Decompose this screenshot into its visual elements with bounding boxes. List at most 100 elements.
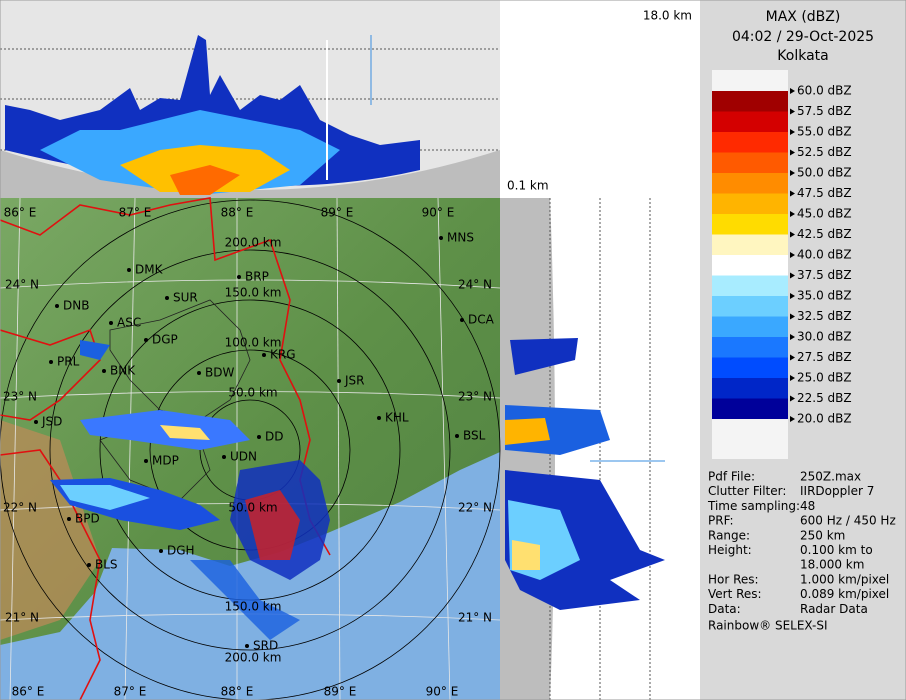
city-label: BRP [245, 270, 269, 284]
lon-label: 89° E [321, 206, 354, 220]
city-label: DMK [135, 263, 164, 277]
city-label: BLS [95, 558, 118, 572]
legend-marker [790, 149, 795, 156]
city-dot [439, 236, 443, 240]
city-label: MDP [152, 454, 179, 468]
city-dot [237, 275, 241, 279]
lon-label: 90° E [426, 685, 459, 699]
legend-marker [790, 313, 795, 320]
city-dot [257, 435, 261, 439]
info-label: Time sampling: [707, 499, 800, 513]
city-dot [222, 455, 226, 459]
info-value: 0.100 km to [800, 543, 873, 557]
city-dot [262, 353, 266, 357]
city-dot [159, 549, 163, 553]
info-label: Range: [708, 528, 750, 542]
info-value: 0.089 km/pixel [800, 587, 889, 601]
legend-label: 45.0 dBZ [797, 207, 852, 221]
info-value: 1.000 km/pixel [800, 572, 889, 586]
city-dot [377, 416, 381, 420]
legend-label: 57.5 dBZ [797, 104, 852, 118]
city-dot [337, 379, 341, 383]
city-dot [144, 459, 148, 463]
map [0, 197, 501, 700]
legend-marker [790, 293, 795, 299]
info-value: 48 [800, 499, 815, 513]
echoes [50, 340, 330, 640]
city-dot [197, 371, 201, 375]
info-label: PRF: [708, 514, 734, 528]
city-dot [109, 321, 113, 325]
city-label: BPD [75, 512, 100, 526]
legend-bottom [712, 419, 788, 459]
legend-swatch [712, 337, 788, 358]
legend-marker [790, 252, 795, 258]
legend-swatch [712, 357, 788, 378]
legend-marker [790, 231, 795, 238]
legend-label: 20.0 dBZ [797, 412, 852, 426]
city-label: DCA [468, 313, 495, 327]
site-name: Kolkata [777, 48, 828, 64]
info-value: 600 Hz / 450 Hz [800, 514, 896, 528]
city-dot [127, 268, 131, 272]
legend-label: 42.5 dBZ [797, 227, 852, 241]
info-label: Hor Res: [708, 572, 759, 586]
legend-marker [790, 170, 795, 176]
info-value: IIRDoppler 7 [800, 484, 874, 498]
legend-marker [790, 88, 795, 94]
title: MAX (dBZ) [766, 9, 841, 25]
info-value: 250Z.max [800, 470, 861, 484]
info-label: Data: [708, 602, 741, 616]
city-label: DGP [152, 333, 178, 347]
city-label: SUR [173, 291, 198, 305]
legend-marker [790, 416, 795, 422]
info-value: 18.000 km [800, 558, 864, 572]
legend-marker [790, 395, 795, 402]
city-label: DNB [63, 299, 89, 313]
city-label: DGH [167, 544, 195, 558]
side-profile [500, 198, 700, 700]
range-label: 50.0 km [228, 386, 277, 400]
legend-marker [790, 272, 795, 279]
city-dot [34, 420, 38, 424]
city-dot [49, 360, 53, 364]
lat-label: 24° N [5, 278, 39, 292]
lon-label: 89° E [324, 685, 357, 699]
legend-marker [790, 375, 795, 381]
legend-label: 27.5 dBZ [797, 350, 852, 364]
range-label: 150.0 km [225, 286, 282, 300]
city-label: SRD [253, 639, 278, 653]
range-label: 150.0 km [225, 600, 282, 614]
lat-label: 22° N [458, 501, 492, 515]
legend-label: 35.0 dBZ [797, 289, 852, 303]
city-label: MNS [447, 231, 474, 245]
city-label: ASC [117, 316, 141, 330]
legend-label: 55.0 dBZ [797, 125, 852, 139]
range-label: 100.0 km [225, 336, 282, 350]
legend-label: 37.5 dBZ [797, 268, 852, 282]
legend-swatch [712, 173, 788, 194]
legend-swatch [712, 398, 788, 419]
lon-label: 87° E [119, 206, 152, 220]
legend-swatch [712, 91, 788, 112]
info-label: Vert Res: [708, 587, 762, 601]
legend-label: 32.5 dBZ [797, 309, 852, 323]
city-dot [67, 517, 71, 521]
legend-swatch [712, 214, 788, 235]
legend-swatch [712, 255, 788, 276]
legend-marker [790, 129, 795, 135]
legend-label: 25.0 dBZ [797, 371, 852, 385]
city-label: KRG [270, 348, 296, 362]
lat-label: 22° N [3, 501, 37, 515]
legend-label: 22.5 dBZ [797, 391, 852, 405]
legend-swatch [712, 111, 788, 132]
legend-marker [790, 334, 795, 340]
legend-swatch [712, 378, 788, 399]
lon-label: 88° E [221, 206, 254, 220]
lat-label: 24° N [458, 278, 492, 292]
city-label: KHL [385, 411, 409, 425]
lat-label: 21° N [458, 611, 492, 625]
legend-label: 47.5 dBZ [797, 186, 852, 200]
legend-label: 30.0 dBZ [797, 330, 852, 344]
